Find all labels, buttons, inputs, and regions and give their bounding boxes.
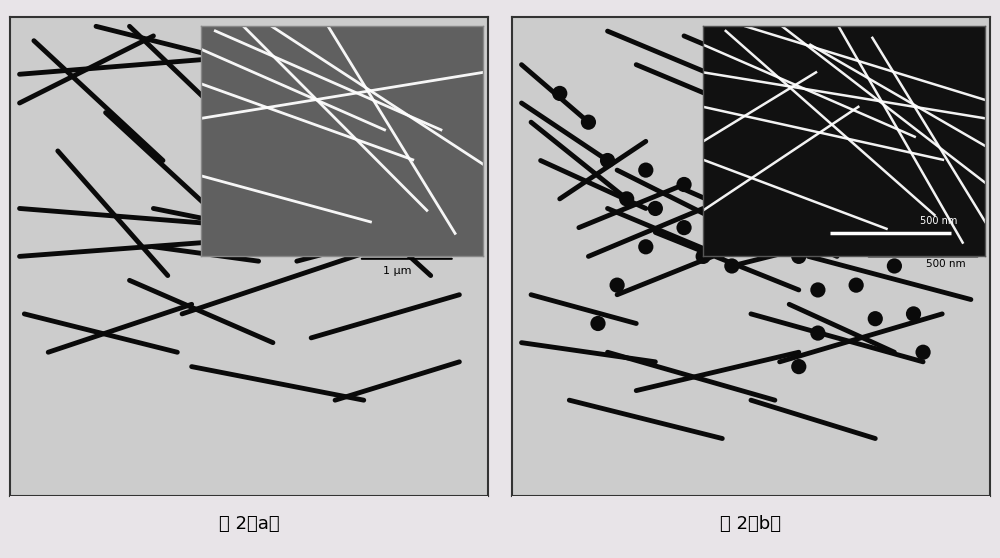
Point [886, 262, 902, 271]
Point [810, 286, 826, 295]
Point [609, 281, 625, 290]
Text: 500 nm: 500 nm [926, 259, 966, 269]
Point [791, 362, 807, 371]
Point [915, 348, 931, 357]
Point [705, 204, 721, 213]
Point [724, 262, 740, 271]
Point [676, 223, 692, 232]
Point [867, 314, 883, 323]
Point [638, 166, 654, 175]
Point [552, 89, 568, 98]
Text: 图 2（a）: 图 2（a） [219, 515, 279, 533]
Point [619, 194, 635, 203]
Point [767, 228, 783, 237]
Point [600, 156, 616, 165]
Text: 图 2（b）: 图 2（b） [720, 515, 781, 533]
Point [638, 242, 654, 251]
Point [829, 228, 845, 237]
Point [580, 118, 596, 127]
Point [676, 180, 692, 189]
Point [848, 281, 864, 290]
Point [590, 319, 606, 328]
Text: 1 μm: 1 μm [383, 266, 411, 276]
Point [647, 204, 663, 213]
Point [906, 310, 922, 319]
Point [791, 252, 807, 261]
Point [810, 329, 826, 338]
Point [695, 252, 711, 261]
